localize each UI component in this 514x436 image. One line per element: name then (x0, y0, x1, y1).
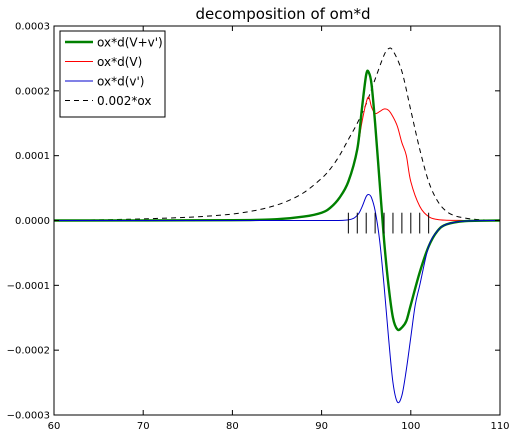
legend-label-0-002-ox: 0.002*ox (97, 94, 151, 108)
marker-layer (347, 212, 430, 234)
y-tick-label: 0.0003 (15, 22, 50, 33)
legend-label-ox-d-v: ox*d(V) (97, 55, 142, 69)
legend: ox*d(V+v') ox*d(V) ox*d(v') 0.002*ox (59, 30, 166, 118)
legend-label-ox-d-v-v: ox*d(V+v') (97, 36, 163, 50)
legend-label-ox-d-v: ox*d(v') (97, 75, 144, 89)
y-tick-label: −0.0003 (7, 411, 50, 422)
x-tick-label: 110 (490, 421, 509, 432)
x-tick-label: 60 (48, 421, 61, 432)
y-tick-label: 0.0001 (15, 151, 50, 162)
axis-layer: 60 70 80 90 100 110 −0.0003 −0.0002 −0.0001 0.000… (7, 22, 510, 433)
x-tick-label: 70 (137, 421, 150, 432)
chart-title: decomposition of om*d (195, 5, 370, 23)
series-layer (54, 47, 500, 404)
y-tick-label: 0.0002 (15, 86, 50, 97)
y-tick-label: 0.0000 (15, 216, 50, 227)
x-tick-label: 80 (226, 421, 239, 432)
series-line-0-002-ox (54, 47, 500, 221)
x-tick-label: 90 (315, 421, 328, 432)
legend-box (59, 30, 166, 118)
y-tick-label: −0.0001 (7, 281, 50, 292)
x-tick-label: 100 (401, 421, 420, 432)
series-line-ox-d-v-v (54, 69, 500, 332)
series-line-ox-d-v (54, 193, 500, 404)
y-tick-label: −0.0002 (7, 346, 50, 357)
